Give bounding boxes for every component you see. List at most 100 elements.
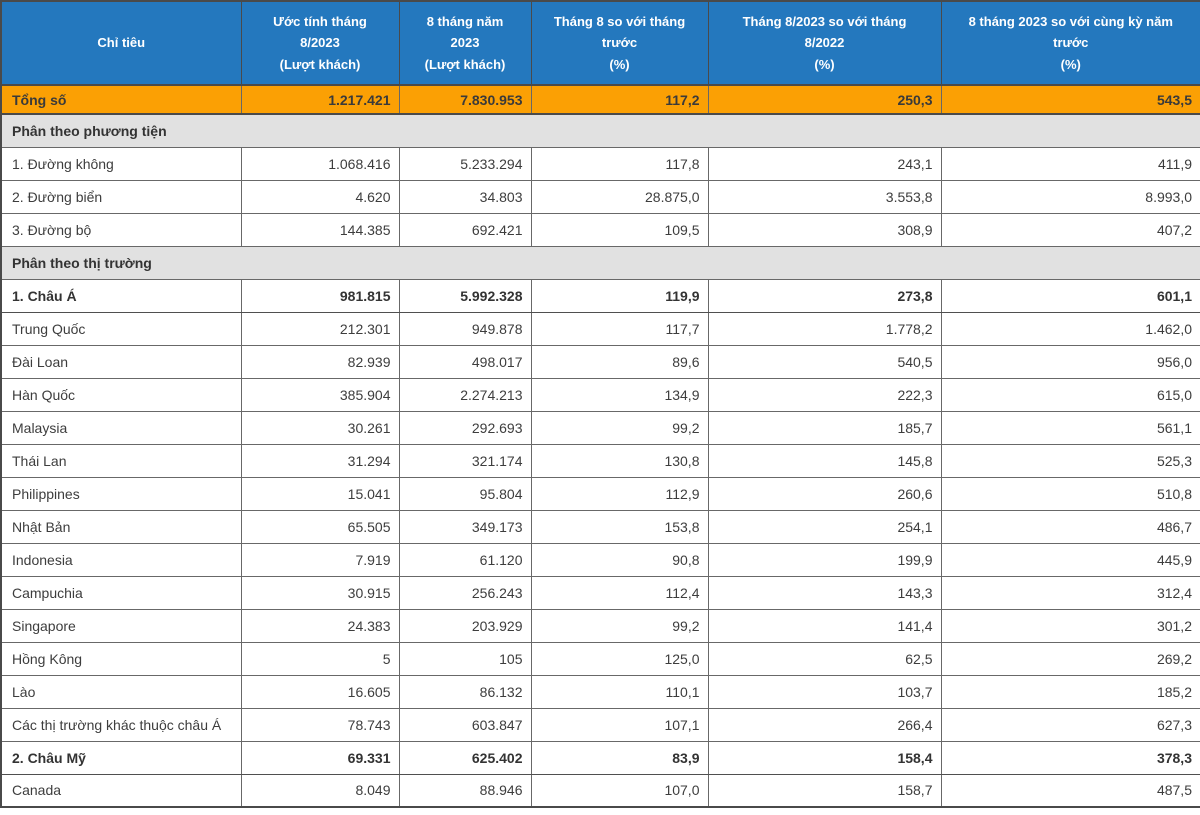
row-label: Trung Quốc: [0, 311, 242, 346]
value-cell: 7.830.953: [398, 84, 532, 115]
value-cell: 543,5: [940, 84, 1200, 115]
value-cell: 107,1: [530, 707, 709, 742]
value-cell: 130,8: [530, 443, 709, 478]
value-cell: 627,3: [940, 707, 1200, 742]
row-label: Canada: [0, 773, 242, 808]
value-cell: 7.919: [240, 542, 400, 577]
row-label: Các thị trường khác thuộc châu Á: [0, 707, 242, 742]
row-label: Campuchia: [0, 575, 242, 610]
row-label: 2. Đường biển: [0, 179, 242, 214]
value-cell: 956,0: [940, 344, 1200, 379]
row-label: Thái Lan: [0, 443, 242, 478]
table-row: Đài Loan 82.939 498.017 89,6 540,5 956,0: [0, 344, 1200, 379]
column-header-uoc-tinh-thang: Ước tính tháng 8/2023 (Lượt khách): [240, 0, 400, 86]
value-cell: 486,7: [940, 509, 1200, 544]
value-cell: 153,8: [530, 509, 709, 544]
value-cell: 3.553,8: [707, 179, 942, 214]
value-cell: 185,7: [707, 410, 942, 445]
row-label: Hồng Kông: [0, 641, 242, 676]
value-cell: 692.421: [398, 212, 532, 247]
value-cell: 8.049: [240, 773, 400, 808]
value-cell: 62,5: [707, 641, 942, 676]
section-row: Phân theo thị trường: [0, 245, 1200, 280]
value-cell: 321.174: [398, 443, 532, 478]
value-cell: 158,4: [707, 740, 942, 775]
value-cell: 222,3: [707, 377, 942, 412]
value-cell: 95.804: [398, 476, 532, 511]
value-cell: 5.233.294: [398, 146, 532, 181]
value-cell: 250,3: [707, 84, 942, 115]
value-cell: 260,6: [707, 476, 942, 511]
value-cell: 540,5: [707, 344, 942, 379]
table-row: 3. Đường bộ 144.385 692.421 109,5 308,9 407,2: [0, 212, 1200, 247]
value-cell: 112,4: [530, 575, 709, 610]
value-cell: 407,2: [940, 212, 1200, 247]
value-cell: 445,9: [940, 542, 1200, 577]
table-row: Nhật Bản 65.505 349.173 153,8 254,1 486,7: [0, 509, 1200, 544]
table-row: 1. Châu Á 981.815 5.992.328 119,9 273,8 601,1: [0, 278, 1200, 313]
value-cell: 1.068.416: [240, 146, 400, 181]
column-header-so-voi-thang-8-2022: Tháng 8/2023 so với tháng 8/2022 (%): [707, 0, 942, 86]
value-cell: 109,5: [530, 212, 709, 247]
value-cell: 99,2: [530, 608, 709, 643]
table-row: Lào 16.605 86.132 110,1 103,7 185,2: [0, 674, 1200, 709]
value-cell: 89,6: [530, 344, 709, 379]
value-cell: 141,4: [707, 608, 942, 643]
table-row: 1. Đường không 1.068.416 5.233.294 117,8 243…: [0, 146, 1200, 181]
value-cell: 273,8: [707, 278, 942, 313]
value-cell: 107,0: [530, 773, 709, 808]
value-cell: 8.993,0: [940, 179, 1200, 214]
table-row: Hồng Kông 5 105 125,0 62,5 269,2: [0, 641, 1200, 676]
value-cell: 103,7: [707, 674, 942, 709]
value-cell: 82.939: [240, 344, 400, 379]
row-label: 1. Đường không: [0, 146, 242, 181]
value-cell: 525,3: [940, 443, 1200, 478]
value-cell: 949.878: [398, 311, 532, 346]
table-row: Singapore 24.383 203.929 99,2 141,4 301,2: [0, 608, 1200, 643]
row-label: Singapore: [0, 608, 242, 643]
row-label: 3. Đường bộ: [0, 212, 242, 247]
value-cell: 30.915: [240, 575, 400, 610]
value-cell: 5: [240, 641, 400, 676]
value-cell: 385.904: [240, 377, 400, 412]
table-row: Thái Lan 31.294 321.174 130,8 145,8 525,3: [0, 443, 1200, 478]
value-cell: 4.620: [240, 179, 400, 214]
row-label: Philippines: [0, 476, 242, 511]
value-cell: 31.294: [240, 443, 400, 478]
row-label: Malaysia: [0, 410, 242, 445]
value-cell: 212.301: [240, 311, 400, 346]
value-cell: 69.331: [240, 740, 400, 775]
value-cell: 615,0: [940, 377, 1200, 412]
table-row: Indonesia 7.919 61.120 90,8 199,9 445,9: [0, 542, 1200, 577]
value-cell: 110,1: [530, 674, 709, 709]
section-label: Phân theo phương tiện: [0, 113, 1200, 148]
value-cell: 981.815: [240, 278, 400, 313]
value-cell: 145,8: [707, 443, 942, 478]
value-cell: 65.505: [240, 509, 400, 544]
value-cell: 498.017: [398, 344, 532, 379]
value-cell: 112,9: [530, 476, 709, 511]
row-label: Indonesia: [0, 542, 242, 577]
value-cell: 266,4: [707, 707, 942, 742]
value-cell: 2.274.213: [398, 377, 532, 412]
value-cell: 203.929: [398, 608, 532, 643]
row-label: 1. Châu Á: [0, 278, 242, 313]
value-cell: 601,1: [940, 278, 1200, 313]
table-row: Hàn Quốc 385.904 2.274.213 134,9 222,3 615,0: [0, 377, 1200, 412]
value-cell: 487,5: [940, 773, 1200, 808]
value-cell: 117,8: [530, 146, 709, 181]
value-cell: 185,2: [940, 674, 1200, 709]
row-label: Lào: [0, 674, 242, 709]
table-body: Tổng số 1.217.421 7.830.953 117,2 250,3 543,5…: [0, 84, 1200, 808]
section-label: Phân theo thị trường: [0, 245, 1200, 280]
value-cell: 105: [398, 641, 532, 676]
value-cell: 28.875,0: [530, 179, 709, 214]
value-cell: 1.778,2: [707, 311, 942, 346]
value-cell: 34.803: [398, 179, 532, 214]
value-cell: 134,9: [530, 377, 709, 412]
column-header-so-voi-cung-ky: 8 tháng 2023 so với cùng kỳ năm trước (%…: [940, 0, 1200, 86]
value-cell: 510,8: [940, 476, 1200, 511]
header-row: Chỉ tiêu Ước tính tháng 8/2023 (Lượt khá…: [0, 0, 1200, 86]
